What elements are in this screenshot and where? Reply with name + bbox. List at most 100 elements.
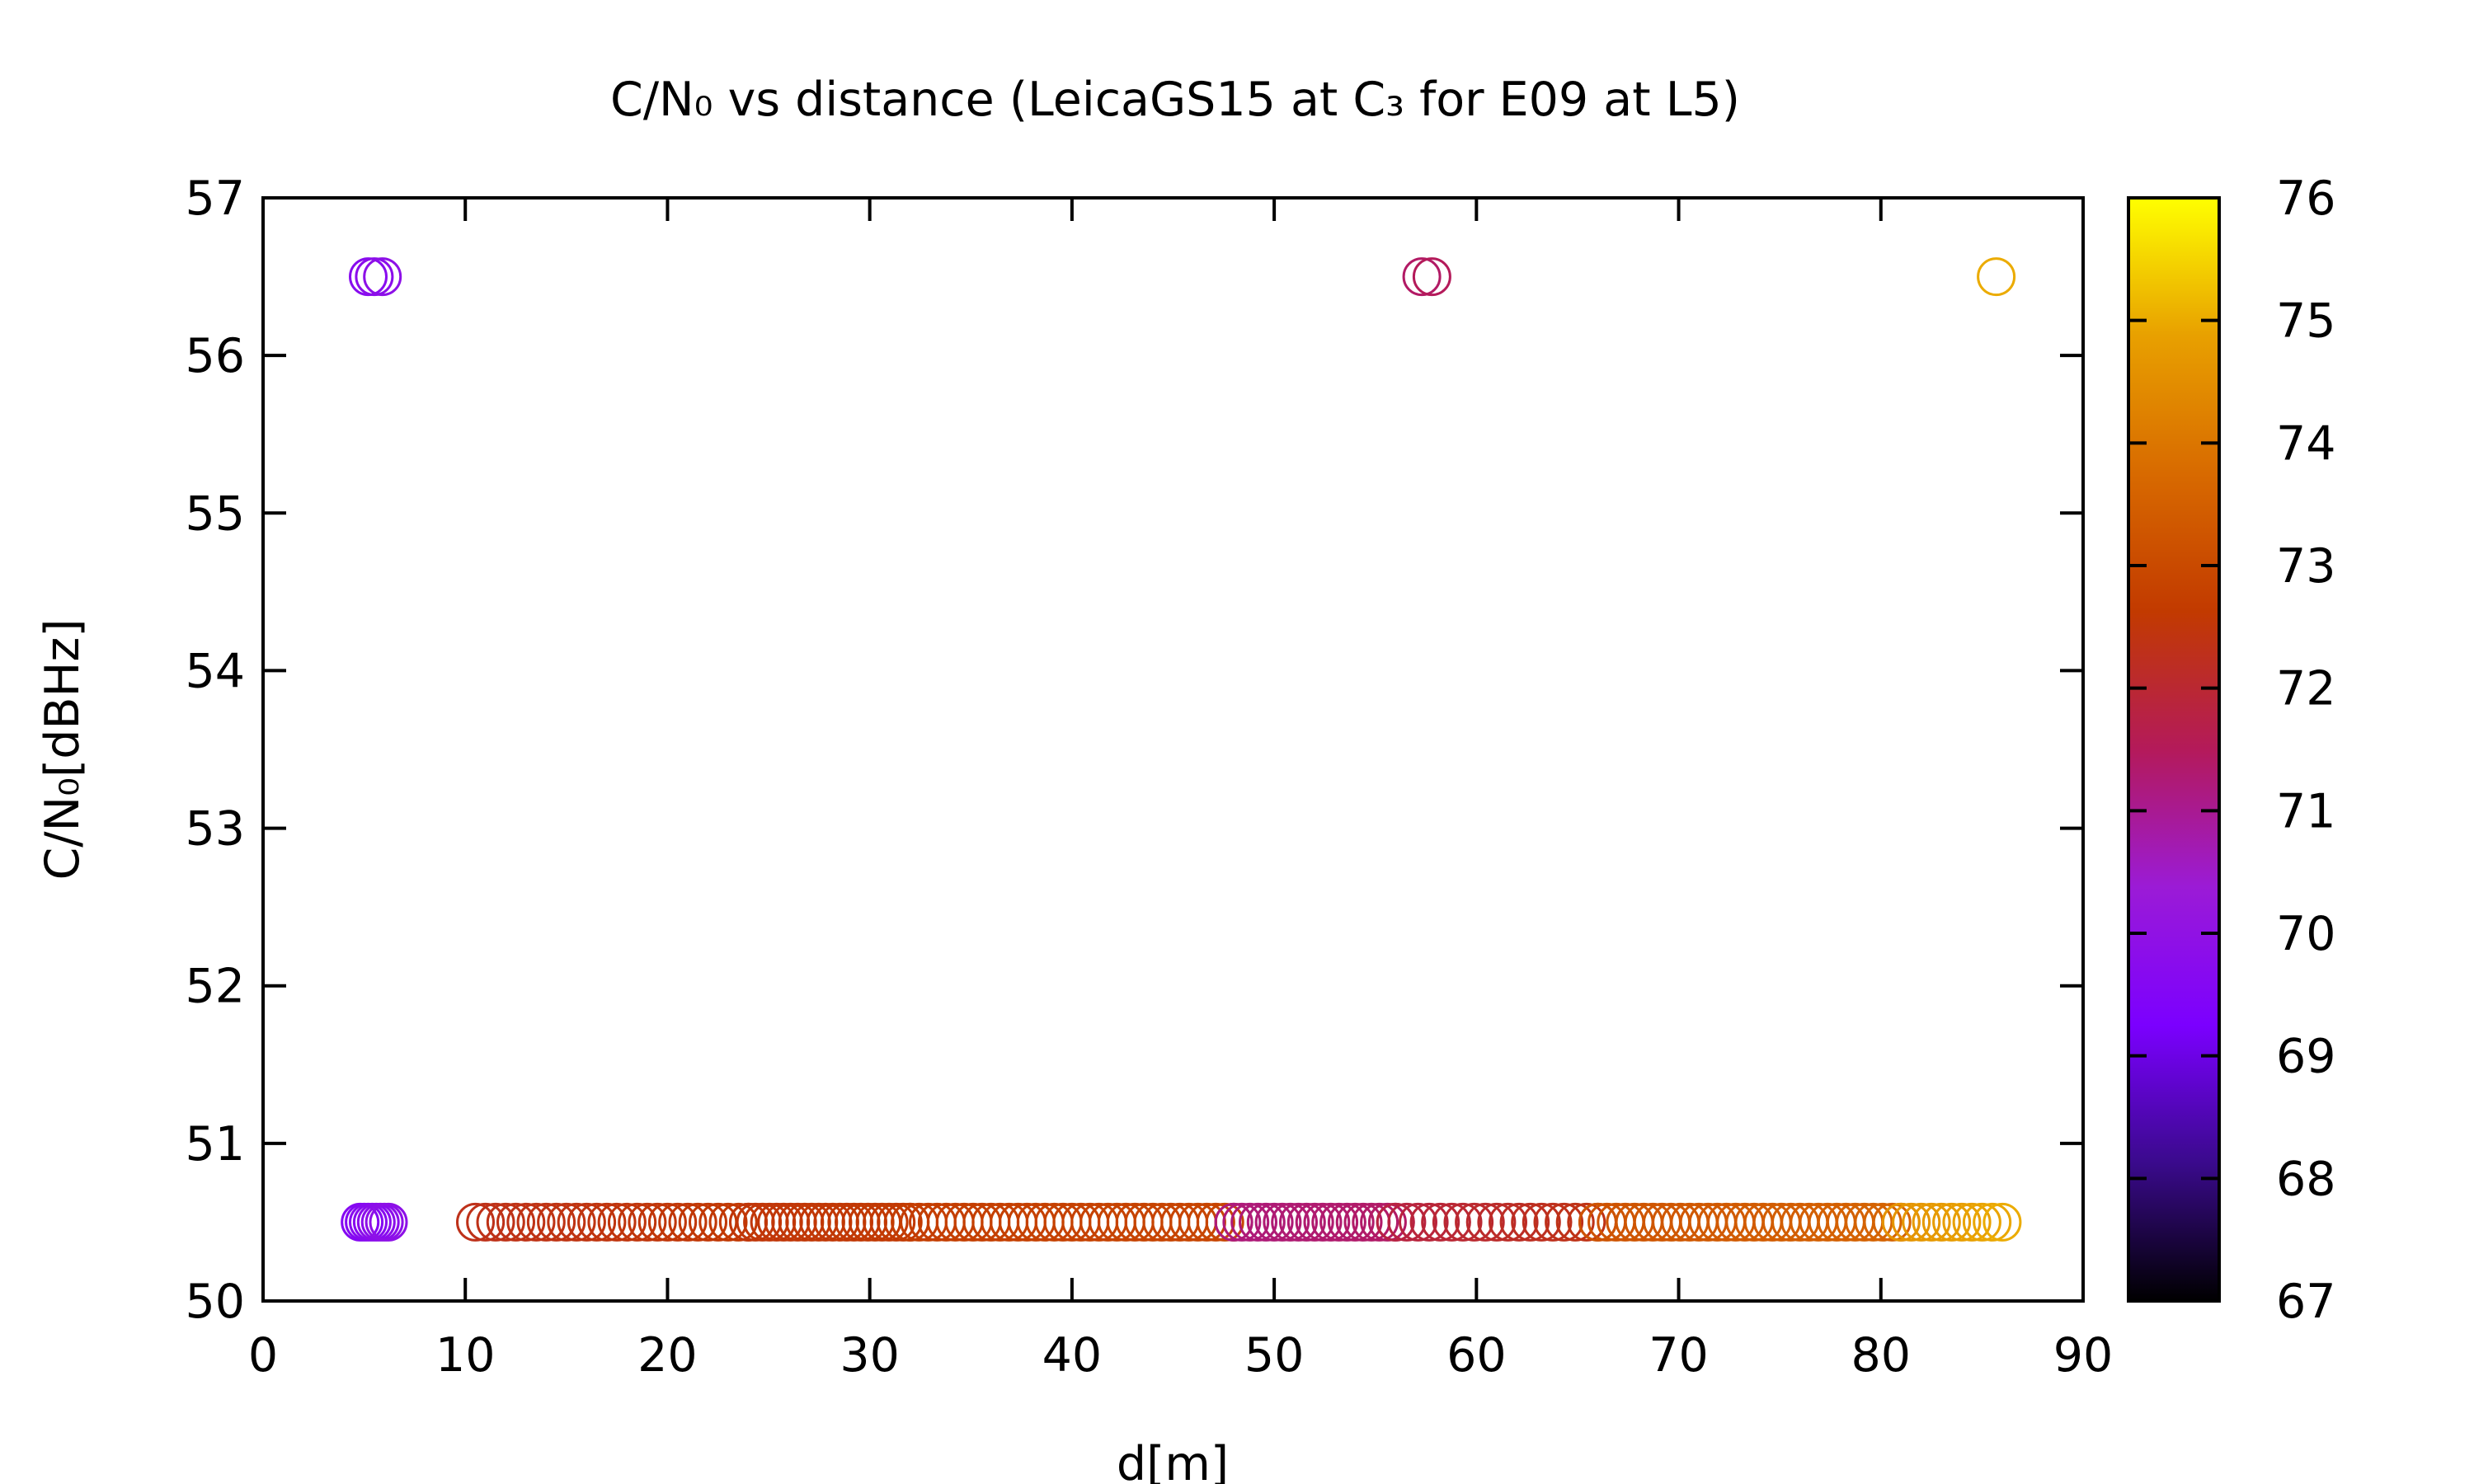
colorbar-frame <box>2127 196 2221 1303</box>
colorbar-tick-label: 67 <box>2276 1275 2336 1329</box>
data-point <box>1443 1202 1483 1242</box>
data-point <box>1892 1202 1931 1242</box>
data-point <box>708 1202 748 1242</box>
data-point <box>1977 257 2016 297</box>
data-point <box>1567 1202 1606 1242</box>
colorbar-gradient <box>2128 198 2219 1301</box>
data-point <box>668 1202 708 1242</box>
colorbar-tick-label: 69 <box>2276 1030 2336 1084</box>
data-point <box>567 1202 606 1242</box>
colorbar-tick-label: 71 <box>2276 784 2336 838</box>
data-point <box>1327 1202 1366 1242</box>
data-point <box>1921 1202 1961 1242</box>
data-point <box>1335 1202 1375 1242</box>
data-point <box>1279 1202 1318 1242</box>
data-point <box>1932 1202 1972 1242</box>
data-point <box>1499 1202 1539 1242</box>
data-point <box>869 1202 909 1242</box>
x-tick-label: 30 <box>840 1328 900 1383</box>
data-point <box>637 1202 677 1242</box>
x-axis: 0 10 20 30 40 50 60 70 80 90 <box>248 198 2113 1383</box>
data-point <box>658 1202 698 1242</box>
data-point <box>718 1202 758 1242</box>
data-point <box>597 1202 637 1242</box>
data-point <box>1246 1202 1286 1242</box>
data-point <box>1222 1202 1262 1242</box>
data-point <box>355 257 394 297</box>
y-tick-label: 53 <box>185 802 245 857</box>
y-tick-label: 51 <box>185 1117 245 1172</box>
x-tick-label: 60 <box>1446 1328 1507 1383</box>
data-point <box>369 1202 408 1242</box>
x-tick-label: 0 <box>248 1328 278 1383</box>
y-tick-label: 54 <box>185 644 245 698</box>
data-point <box>557 1202 596 1242</box>
colorbar-tick-label: 73 <box>2276 539 2336 594</box>
data-point <box>1962 1202 2001 1242</box>
data-point <box>1360 1202 1399 1242</box>
data-point <box>1432 1202 1471 1242</box>
data-point <box>476 1202 515 1242</box>
x-tick-label: 40 <box>1042 1328 1103 1383</box>
data-point <box>1254 1202 1294 1242</box>
data-point <box>1239 1202 1277 1242</box>
data-point <box>1263 1202 1302 1242</box>
data-point <box>1533 1202 1573 1242</box>
y-axis-title: C/N₀[dBHz] <box>35 618 90 880</box>
data-point <box>628 1202 667 1242</box>
y-tick-label: 57 <box>185 171 245 226</box>
data-point <box>1465 1202 1505 1242</box>
y-tick-label: 52 <box>185 960 245 1014</box>
data-point <box>607 1202 647 1242</box>
colorbar-tick-label: 75 <box>2276 294 2336 349</box>
data-points <box>341 257 2022 1242</box>
data-point <box>486 1202 525 1242</box>
data-point <box>547 1202 586 1242</box>
data-point <box>1343 1202 1383 1242</box>
x-tick-label: 10 <box>435 1328 496 1383</box>
data-point <box>1286 1202 1326 1242</box>
data-point <box>506 1202 546 1242</box>
colorbar-tick-label: 76 <box>2276 171 2336 226</box>
x-tick-label: 20 <box>637 1328 698 1383</box>
data-point <box>1854 1202 1893 1242</box>
data-point <box>1214 1202 1253 1242</box>
data-point <box>1412 257 1451 297</box>
data-point <box>1511 1202 1550 1242</box>
data-point <box>1311 1202 1351 1242</box>
data-point <box>1545 1202 1584 1242</box>
data-point <box>1942 1202 1982 1242</box>
x-tick-label: 70 <box>1649 1328 1709 1383</box>
x-axis-title: d[m] <box>1117 1437 1229 1484</box>
y-tick-label: 55 <box>185 486 245 541</box>
data-point <box>647 1202 687 1242</box>
colorbar-tick-label: 72 <box>2276 662 2336 716</box>
data-point <box>1409 1202 1449 1242</box>
y-tick-label: 50 <box>185 1275 245 1329</box>
data-point <box>496 1202 535 1242</box>
data-point <box>1367 1202 1407 1242</box>
data-point <box>1863 1202 1903 1242</box>
data-point <box>526 1202 566 1242</box>
data-point <box>363 257 402 297</box>
data-point <box>689 1202 727 1242</box>
data-point <box>1205 1202 1244 1242</box>
x-tick-label: 50 <box>1244 1328 1305 1383</box>
data-point <box>1421 1202 1460 1242</box>
x-tick-label: 90 <box>2053 1328 2114 1383</box>
data-point <box>1982 1202 2022 1242</box>
data-point <box>1881 1202 1921 1242</box>
data-point <box>1912 1202 1951 1242</box>
data-point <box>1489 1202 1527 1242</box>
data-point <box>1973 1202 2012 1242</box>
data-point <box>678 1202 717 1242</box>
x-tick-label: 80 <box>1851 1328 1912 1383</box>
data-point <box>537 1202 576 1242</box>
data-point <box>1399 1202 1437 1242</box>
data-point <box>516 1202 556 1242</box>
data-point <box>1402 257 1442 297</box>
colorbar-tick-label: 74 <box>2276 416 2336 471</box>
plot-frame <box>261 196 2085 1303</box>
data-point <box>587 1202 627 1242</box>
